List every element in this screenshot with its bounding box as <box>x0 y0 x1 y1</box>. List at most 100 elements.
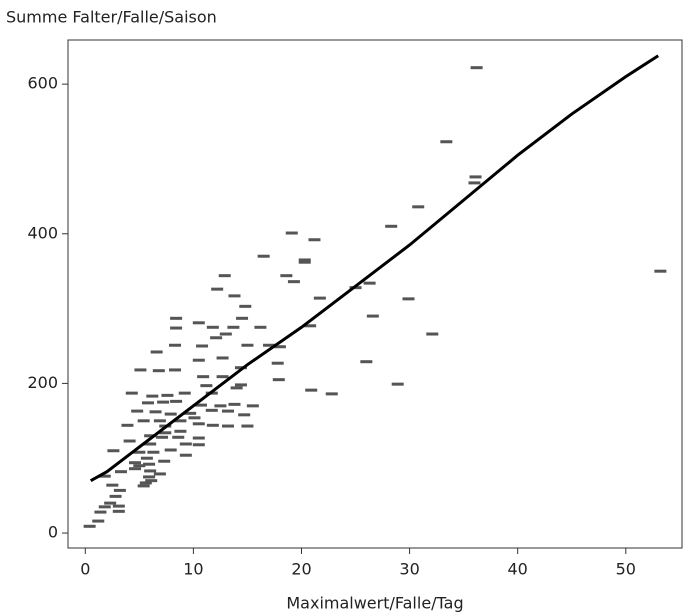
point <box>206 325 219 329</box>
point <box>654 269 667 273</box>
point <box>169 368 182 372</box>
point <box>325 392 338 396</box>
point <box>164 412 177 416</box>
y-tick-label: 400 <box>27 223 58 242</box>
point <box>157 400 170 404</box>
point <box>426 332 439 336</box>
point <box>147 450 160 454</box>
x-tick-label: 0 <box>80 560 90 579</box>
point <box>179 442 192 446</box>
point <box>287 280 300 284</box>
point <box>153 472 166 476</box>
point <box>192 436 205 440</box>
point <box>219 332 232 336</box>
point <box>246 404 259 408</box>
point <box>153 419 166 423</box>
point <box>263 343 276 347</box>
point <box>221 409 234 413</box>
y-axis-label: Summe Falter/Falle/Saison <box>6 8 217 27</box>
point <box>172 435 185 439</box>
x-axis-label: Maximalwert/Falle/Tag <box>286 594 463 613</box>
point <box>156 435 169 439</box>
point <box>164 448 177 452</box>
point <box>123 439 136 443</box>
point <box>218 274 231 278</box>
point <box>210 336 223 340</box>
x-tick-label: 40 <box>508 560 528 579</box>
point <box>112 504 125 508</box>
point <box>144 469 157 473</box>
point <box>194 403 207 407</box>
point <box>200 384 213 388</box>
point <box>161 393 174 397</box>
point <box>137 419 150 423</box>
point <box>227 325 240 329</box>
point <box>141 401 154 405</box>
point <box>305 388 318 392</box>
point <box>170 316 183 320</box>
point <box>205 408 218 412</box>
x-tick-label: 50 <box>616 560 636 579</box>
point <box>197 375 210 379</box>
point <box>239 304 252 308</box>
point <box>139 481 152 485</box>
point <box>192 422 205 426</box>
point <box>174 419 187 423</box>
point <box>313 296 326 300</box>
point <box>121 423 134 427</box>
point <box>98 474 111 478</box>
point <box>94 510 107 514</box>
point <box>143 475 156 479</box>
point <box>170 399 183 403</box>
point <box>83 524 96 528</box>
x-tick-label: 10 <box>183 560 203 579</box>
point <box>133 450 146 454</box>
point <box>145 479 158 483</box>
point <box>192 321 205 325</box>
point <box>236 316 249 320</box>
point <box>152 369 165 373</box>
point <box>470 66 483 70</box>
point <box>216 375 229 379</box>
plot-frame <box>67 39 683 549</box>
point <box>140 456 153 460</box>
point <box>178 391 191 395</box>
point <box>192 443 205 447</box>
point <box>257 254 270 258</box>
point <box>385 224 398 228</box>
point <box>272 378 285 382</box>
point <box>391 382 404 386</box>
point <box>360 360 373 364</box>
point <box>106 483 119 487</box>
point <box>137 484 150 488</box>
point <box>308 238 321 242</box>
point <box>107 449 120 453</box>
point <box>144 434 157 438</box>
point <box>104 501 117 505</box>
y-tick-label: 0 <box>48 523 58 542</box>
point <box>158 459 171 463</box>
point <box>468 181 481 185</box>
point <box>188 416 201 420</box>
point <box>150 350 163 354</box>
point <box>211 287 224 291</box>
point <box>216 356 229 360</box>
point <box>228 294 241 298</box>
point <box>298 258 311 262</box>
point <box>196 344 209 348</box>
fit-line <box>89 54 660 482</box>
point <box>402 297 415 301</box>
point <box>109 494 122 498</box>
point <box>159 431 172 435</box>
point <box>241 424 254 428</box>
point <box>304 324 317 328</box>
point <box>125 391 138 395</box>
point <box>241 343 254 347</box>
point <box>363 281 376 285</box>
point <box>230 386 243 390</box>
point <box>271 361 284 365</box>
point <box>149 410 162 414</box>
point <box>179 453 192 457</box>
point <box>234 383 247 387</box>
